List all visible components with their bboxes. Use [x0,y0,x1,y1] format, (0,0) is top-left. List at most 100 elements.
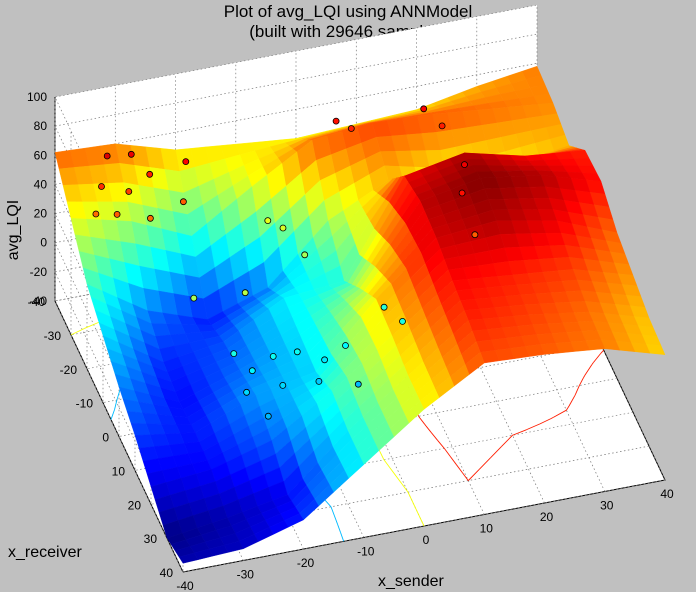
sample-point [438,122,446,130]
z-tick-label: 100 [27,90,47,104]
contour-segment [467,468,480,481]
contour-segment [443,448,451,457]
contour-segment [583,375,586,378]
sample-point [279,381,287,389]
y-tick-label: 20 [128,498,142,512]
contour-segment [389,467,397,477]
sample-point [293,348,301,356]
sample-point [321,356,329,364]
z-tick-label: 80 [34,119,48,133]
contour-segment [592,353,601,364]
x-tick-label: -10 [357,545,375,559]
contour-segment [424,424,427,427]
contour-segment [415,508,421,518]
x-tick-label: 10 [480,522,494,536]
sample-point [103,152,111,160]
contour-segment [70,328,85,336]
contour-segment [437,440,445,449]
surface-mesh [54,65,666,564]
chart-title: Plot of avg_LQI using ANNModel [223,2,473,21]
contour-segment [116,390,121,399]
contour-segment [553,409,567,418]
contour-segment [401,483,409,493]
contour-segment [574,385,580,395]
y-tick-label: 30 [144,532,158,546]
contour-segment [340,532,345,542]
surface-patch [178,552,199,564]
contour-segment [539,418,551,425]
sample-point [380,303,388,311]
y-tick-label: -10 [76,397,94,411]
sample-point [461,161,468,169]
contour-segment [578,377,585,386]
left-edge [54,97,184,573]
contour-segment [568,395,576,407]
contour-segment [379,451,385,460]
contour-segment [407,491,413,501]
sample-point [146,170,154,178]
contour-segment [591,362,594,365]
sample-point [179,198,187,206]
sample-point [342,342,349,349]
sample-point [315,377,323,385]
sample-point [125,188,133,195]
x-tick-label: 0 [423,533,430,547]
y-tick-label: 10 [112,464,126,478]
sample-point [264,217,272,225]
contour-segment [430,432,438,441]
sample-point [347,125,355,132]
sample-point [420,105,428,113]
sample-points [92,105,479,420]
z-tick-label: -40 [30,294,48,308]
contour-segment [565,405,570,411]
sample-point [248,367,256,375]
contour-segment [333,515,338,525]
axis-ticks: -40-20020406080100-40-30-20-10010203040-… [27,90,674,592]
z-tick-label: 20 [34,207,48,221]
contour-segment [418,415,426,425]
sample-point [269,352,277,360]
sample-point [230,350,238,358]
contour-segment [574,394,576,396]
contour-segment [550,416,554,420]
y-tick-label: -30 [44,329,62,343]
contour-segment [411,500,417,510]
x-tick-label: -40 [176,579,194,592]
sample-point [146,214,154,222]
contour-segment [425,425,432,433]
contour-segment [114,399,118,410]
sample-point [279,224,287,232]
sample-point [264,412,272,420]
sample-point [98,183,105,190]
contour-segment [490,446,502,459]
sample-point [243,388,251,396]
y-tick-label: -40 [28,295,46,309]
contour-segment [449,456,457,465]
y-axis-label: x_receiver [8,544,82,561]
contour-segment [584,364,593,376]
contour-segment [395,475,403,485]
contour-segment [461,472,469,481]
sample-point [92,210,100,218]
sample-point [458,189,466,197]
contour-segment [330,506,335,516]
x-tick-label: 40 [660,487,674,501]
x-tick-label: 20 [540,510,554,524]
x-tick-label: 30 [600,499,614,513]
contour-segment [84,322,99,329]
z-tick-label: 60 [34,148,48,162]
y-tick-label: 40 [160,566,174,580]
y-tick-label: 0 [102,431,109,445]
sample-point [399,317,406,325]
sample-point [127,150,135,158]
z-tick-label: -20 [30,265,48,279]
sample-point [301,251,309,259]
sample-point [182,158,190,166]
contour-segment [337,523,342,533]
sample-point [190,294,198,302]
contour-segment [526,423,541,431]
contour-segment [455,464,463,473]
sample-point [354,380,362,388]
sample-point [241,289,249,297]
